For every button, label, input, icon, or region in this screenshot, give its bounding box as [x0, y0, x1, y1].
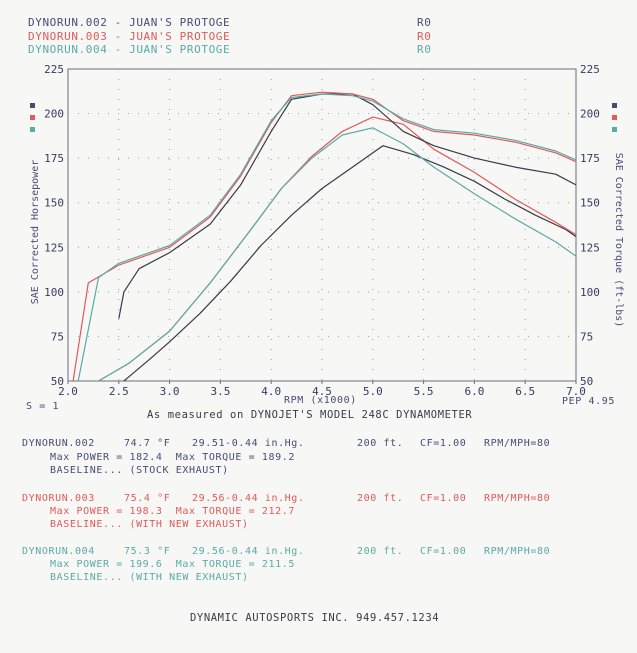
- legend-swatch-004-left: [30, 127, 35, 132]
- run-004-id: DYNORUN.004: [22, 546, 95, 557]
- x-tick-label: 7.0: [566, 385, 586, 398]
- header-run-004-code: R0: [417, 43, 432, 56]
- run-002-id: DYNORUN.002: [22, 438, 95, 449]
- y-tick-label-right: 225: [580, 63, 600, 76]
- y-tick-label-left: 200: [44, 108, 64, 121]
- x-tick-label: 5.5: [414, 385, 434, 398]
- header-run-003-code: R0: [417, 30, 432, 43]
- series-line-dynorun-002-power: [123, 145, 577, 382]
- y-tick-label-left: 50: [51, 375, 64, 388]
- series-line-dynorun-004-power: [98, 127, 577, 382]
- run-004-alt: 200 ft.: [357, 546, 404, 557]
- legend-swatch-003-left: [30, 115, 35, 120]
- plot-frame: [67, 68, 577, 382]
- x-tick-label: 4.5: [312, 385, 332, 398]
- run-003-rpm: RPM/MPH=80: [484, 493, 551, 504]
- run-004-baro: 29.56-0.44 in.Hg.: [192, 546, 305, 557]
- run-004-max: Max POWER = 199.6 Max TORQUE = 211.5: [50, 559, 295, 570]
- legend-swatch-003-right: [612, 115, 617, 120]
- x-tick-label: 4.0: [261, 385, 281, 398]
- x-tick-label: 6.0: [464, 385, 484, 398]
- run-002-rpm: RPM/MPH=80: [484, 438, 551, 449]
- legend-swatch-004-right: [612, 127, 617, 132]
- run-004-rpm: RPM/MPH=80: [484, 546, 551, 557]
- run-003-baseline: BASELINE... (WITH NEW EXHAUST): [50, 519, 249, 530]
- series-line-dynorun-002-torque: [118, 93, 577, 319]
- x-tick-label: 3.5: [210, 385, 230, 398]
- run-004-temp: 75.3 °F: [124, 546, 171, 557]
- footer-company: DYNAMIC AUTOSPORTS INC. 949.457.1234: [190, 612, 440, 624]
- y-tick-label-right: 200: [580, 108, 600, 121]
- run-003-id: DYNORUN.003: [22, 493, 95, 504]
- legend-swatch-002-right: [612, 103, 617, 108]
- header-run-002-code: R0: [417, 16, 432, 29]
- chart-series: [72, 91, 577, 382]
- run-003-baro: 29.56-0.44 in.Hg.: [192, 493, 305, 504]
- x-tick-label: 6.5: [515, 385, 535, 398]
- series-line-dynorun-004-torque: [77, 93, 577, 382]
- x-axis-label: RPM (x1000): [284, 395, 357, 406]
- run-002-temp: 74.7 °F: [124, 438, 171, 449]
- x-tick-label: 2.0: [58, 385, 78, 398]
- x-tick-label: 2.5: [109, 385, 129, 398]
- run-004-cf: CF=1.00: [420, 546, 467, 557]
- y-tick-label-left: 125: [44, 241, 64, 254]
- header-run-002: DYNORUN.002 - JUAN'S PROTOGE: [28, 16, 231, 29]
- caption: As measured on DYNOJET'S MODEL 248C DYNA…: [147, 409, 473, 421]
- y-tick-label-left: 100: [44, 286, 64, 299]
- run-003-cf: CF=1.00: [420, 493, 467, 504]
- y-tick-label-left: 75: [51, 330, 64, 343]
- run-003-temp: 75.4 °F: [124, 493, 171, 504]
- x-tick-label: 3.0: [160, 385, 180, 398]
- y-tick-label-right: 125: [580, 241, 600, 254]
- y-axis-label-right: SAE Corrected Torque (ft-lbs): [613, 153, 624, 328]
- chart-grid: [67, 68, 577, 382]
- run-002-cf: CF=1.00: [420, 438, 467, 449]
- run-004-baseline: BASELINE... (WITH NEW EXHAUST): [50, 572, 249, 583]
- legend-swatch-002-left: [30, 103, 35, 108]
- y-tick-label-right: 75: [580, 330, 593, 343]
- run-002-max: Max POWER = 182.4 Max TORQUE = 189.2: [50, 452, 295, 463]
- header-run-003: DYNORUN.003 - JUAN'S PROTOGE: [28, 30, 231, 43]
- dyno-chart: 2.0 2.5 3.0 3.5 4.0 4.5 5.0 5.5 6.0 6.5 7.05075100…: [30, 63, 624, 398]
- pep-value: PEP 4.95: [562, 396, 615, 407]
- run-003-max: Max POWER = 198.3 Max TORQUE = 212.7: [50, 506, 295, 517]
- run-002-baseline: BASELINE... (STOCK EXHAUST): [50, 465, 229, 476]
- run-002-alt: 200 ft.: [357, 438, 404, 449]
- y-tick-label-right: 100: [580, 286, 600, 299]
- series-line-dynorun-003-torque: [72, 91, 577, 382]
- header-run-004: DYNORUN.004 - JUAN'S PROTOGE: [28, 43, 231, 56]
- y-tick-label-right: 150: [580, 197, 600, 210]
- y-tick-label-left: 175: [44, 152, 64, 165]
- s-label: S = 1: [26, 401, 60, 412]
- y-tick-label-left: 150: [44, 197, 64, 210]
- y-axis-label-left: SAE Corrected Horsepower: [30, 160, 41, 305]
- y-tick-label-left: 225: [44, 63, 64, 76]
- y-tick-label-right: 175: [580, 152, 600, 165]
- x-tick-label: 5.0: [363, 385, 383, 398]
- y-tick-label-right: 50: [580, 375, 593, 388]
- run-003-alt: 200 ft.: [357, 493, 404, 504]
- chart-ticks: 2.0 2.5 3.0 3.5 4.0 4.5 5.0 5.5 6.0 6.5 7.05075100…: [44, 63, 600, 398]
- run-002-baro: 29.51-0.44 in.Hg.: [192, 438, 305, 449]
